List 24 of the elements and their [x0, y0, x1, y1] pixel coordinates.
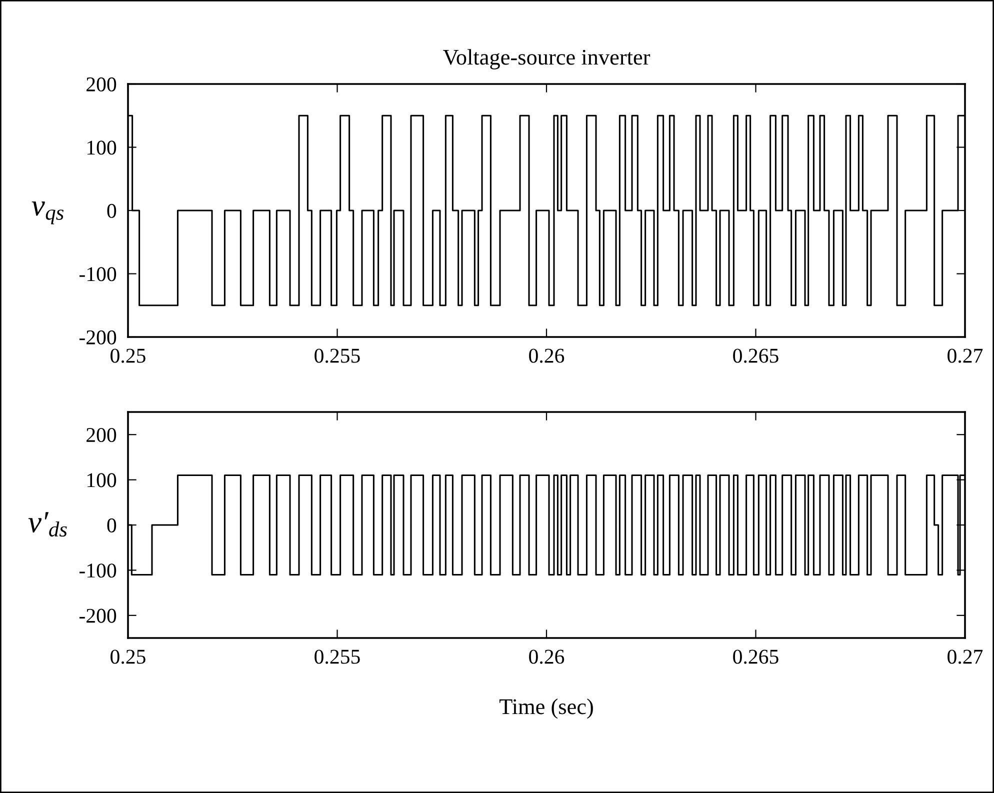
chart-title: Voltage-source inverter — [442, 49, 650, 70]
x-tick-label: 0.255 — [314, 650, 360, 664]
x-tick-label: 0.255 — [314, 348, 360, 363]
y-tick-label: 100 — [87, 140, 116, 155]
x-tick-label: 0.265 — [733, 348, 778, 363]
y-tick-label: 0 — [107, 204, 116, 218]
y-tick-label: -100 — [79, 267, 116, 282]
x-axis-title: Time (sec) — [499, 698, 593, 719]
x-tick-label: 0.27 — [948, 348, 983, 363]
x-tick-label: 0.25 — [110, 348, 146, 363]
y-tick-label: 200 — [86, 428, 116, 442]
y-tick-label: -200 — [79, 330, 116, 344]
x-tick-label: 0.265 — [733, 650, 778, 664]
x-tick-label: 0.26 — [529, 650, 564, 664]
y-axis-title: v$_{qs}$ — [32, 201, 64, 224]
y-axis-title: v′$_{ds}$ — [28, 512, 67, 537]
y-tick-label: -200 — [79, 608, 116, 623]
y-tick-label: 0 — [107, 518, 116, 532]
y-tick-label: 200 — [86, 77, 116, 92]
y-tick-label: 100 — [87, 473, 116, 488]
x-tick-label: 0.26 — [529, 348, 564, 363]
y-tick-label: -100 — [79, 564, 116, 578]
x-tick-label: 0.27 — [948, 650, 983, 664]
x-tick-label: 0.25 — [110, 650, 146, 664]
